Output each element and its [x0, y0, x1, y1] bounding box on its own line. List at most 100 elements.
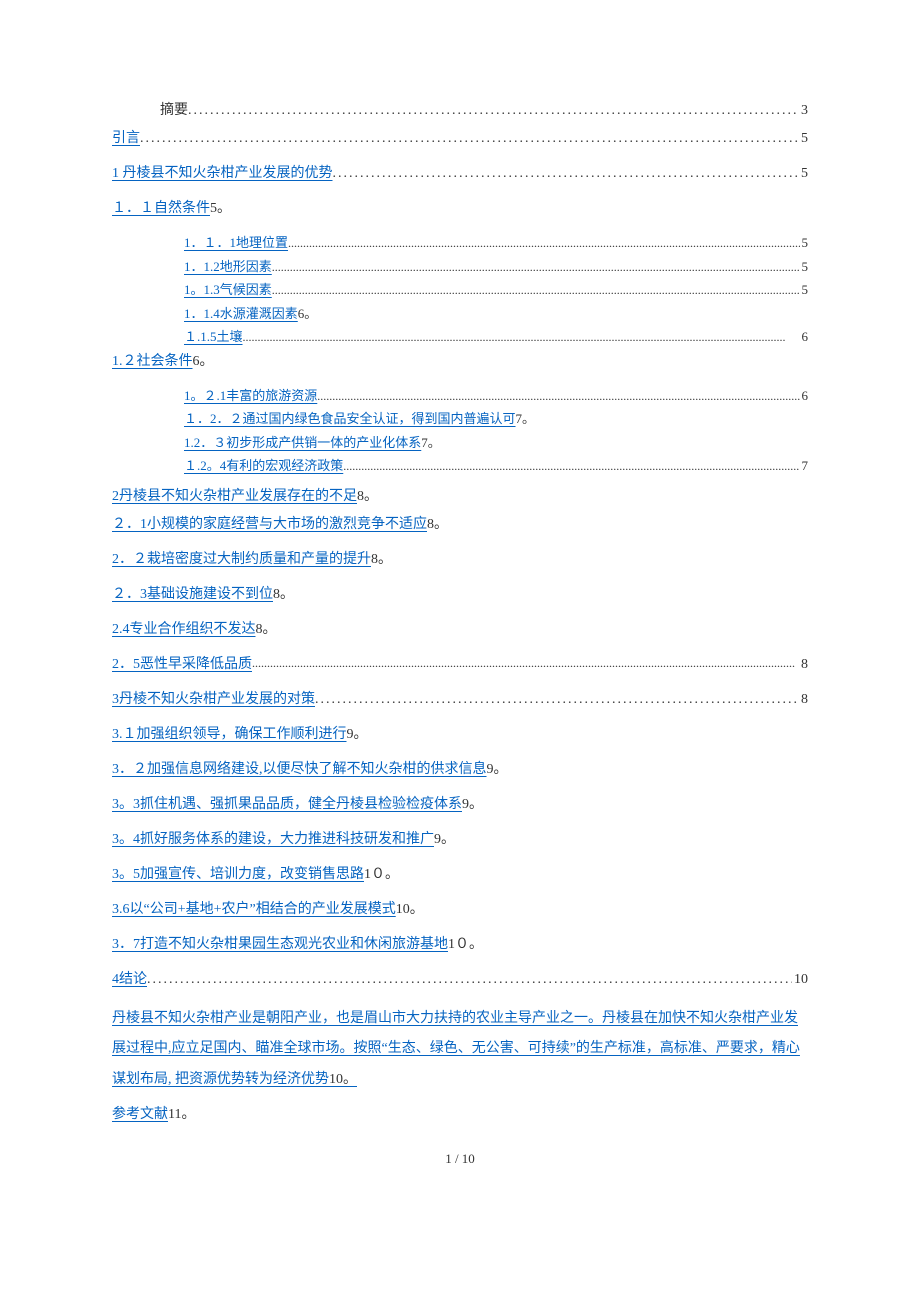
toc-leader [333, 163, 800, 177]
toc-label: ２．1小规模的家庭经营与大市场的激烈竞争不适应 [112, 514, 427, 535]
toc-entry[interactable]: 3.6以“公司+基地+农户”相结合的产业发展模式 10。 [112, 899, 808, 920]
toc-label: 3。3抓住机遇、强抓果品品质，健全丹棱县检验检疫体系 [112, 794, 462, 815]
table-of-contents: 摘要3引言51 丹棱县不知火杂柑产业发展的优势5１．１自然条件 5。1．１．1地… [112, 100, 808, 990]
toc-entry[interactable]: 1。２.1丰富的旅游资源 6 [112, 386, 808, 406]
toc-marker: 。 [354, 724, 368, 745]
toc-marker: 。 [522, 409, 535, 429]
toc-entry[interactable]: 2.4专业合作组织不发达 8。 [112, 619, 808, 640]
toc-leader [188, 100, 799, 114]
toc-marker: 。 [304, 304, 317, 324]
toc-entry[interactable]: ２．3基础设施建设不到位 8。 [112, 584, 808, 605]
toc-marker: 。 [469, 794, 483, 815]
toc-marker: 。 [410, 899, 424, 920]
toc-page: 5 [800, 257, 809, 277]
toc-marker: 。 [469, 934, 483, 955]
toc-label: 2.4专业合作组织不发达 [112, 619, 256, 640]
toc-page: 10 [396, 899, 410, 920]
toc-label: 4结论 [112, 969, 147, 990]
toc-entry[interactable]: １.1.5土壤6 [112, 327, 808, 347]
toc-entry[interactable]: 4结论 10 [112, 969, 808, 990]
toc-page: 5 [799, 163, 808, 184]
toc-page: 9 [487, 759, 494, 780]
toc-entry[interactable]: １．１自然条件 5。 [112, 198, 808, 219]
toc-label: 2．5恶性早采降低品质 [112, 654, 252, 675]
toc-entry[interactable]: 3．２加强信息网络建设,以便尽快了解不知火杂柑的供求信息 9。 [112, 759, 808, 780]
toc-label: １.1.5土壤 [184, 327, 243, 347]
toc-page: 8 [427, 514, 434, 535]
toc-entry: 摘要 3 [112, 100, 808, 121]
toc-entry[interactable]: １.2。4有利的宏观经济政策 7 [112, 456, 808, 476]
toc-entry[interactable]: 3。3抓住机遇、强抓果品品质，健全丹棱县检验检疫体系 9。 [112, 794, 808, 815]
toc-entry[interactable]: 1．1.2地形因素 5 [112, 257, 808, 277]
toc-label: 1.２社会条件 [112, 351, 193, 372]
toc-label: 1．１．1地理位置 [184, 233, 288, 253]
toc-entry[interactable]: 1 丹棱县不知火杂柑产业发展的优势 5 [112, 163, 808, 184]
toc-page: 9 [462, 794, 469, 815]
toc-page: 5 [800, 233, 809, 253]
toc-leader [243, 328, 800, 341]
toc-leader [315, 689, 799, 703]
toc-label: 1 丹棱县不知火杂柑产业发展的优势 [112, 163, 333, 184]
toc-marker: 。 [263, 619, 277, 640]
toc-entry[interactable]: 3丹棱不知火杂柑产业发展的对策8 [112, 689, 808, 710]
toc-entry[interactable]: 3.１加强组织领导，确保工作顺利进行 9。 [112, 724, 808, 745]
toc-leader [317, 387, 799, 400]
toc-page: 1０ [364, 864, 385, 885]
toc-entry[interactable]: 2．２栽培密度过大制约质量和产量的提升 8。 [112, 549, 808, 570]
toc-marker: 。 [385, 864, 399, 885]
toc-entry[interactable]: １．2．２通过国内绿色食品安全认证，得到国内普遍认可 7。 [112, 409, 808, 429]
toc-leader [252, 654, 799, 668]
toc-label: 3.１加强组织领导，确保工作顺利进行 [112, 724, 347, 745]
summary-paragraph[interactable]: 丹棱县不知火杂柑产业是朝阳产业，也是眉山市大力扶持的农业主导产业之一。丹棱县在加… [112, 1004, 808, 1096]
toc-label: 摘要 [160, 100, 188, 121]
toc-marker: 。 [441, 829, 455, 850]
toc-label: ２．3基础设施建设不到位 [112, 584, 273, 605]
references-label: 参考文献 [112, 1104, 168, 1125]
toc-label: 2．２栽培密度过大制约质量和产量的提升 [112, 549, 371, 570]
toc-label: 3．7打造不知火杂柑果园生态观光农业和休闲旅游基地 [112, 934, 448, 955]
toc-page: 3 [799, 100, 808, 121]
toc-entry[interactable]: 3．7打造不知火杂柑果园生态观光农业和休闲旅游基地 1０。 [112, 934, 808, 955]
toc-label: 1.2．３初步形成产供销一体的产业化体系 [184, 433, 421, 453]
toc-label: 2丹棱县不知火杂柑产业发展存在的不足 [112, 486, 357, 507]
toc-label: １．2．２通过国内绿色食品安全认证，得到国内普遍认可 [184, 409, 516, 429]
toc-page: 5 [799, 128, 808, 149]
toc-entry[interactable]: 引言5 [112, 128, 808, 149]
toc-entry[interactable]: 3。4抓好服务体系的建设，大力推进科技研发和推广 9。 [112, 829, 808, 850]
toc-page: 1０ [448, 934, 469, 955]
toc-page: 5 [800, 280, 809, 300]
toc-page: 6 [800, 386, 809, 406]
toc-label: 3．２加强信息网络建设,以便尽快了解不知火杂柑的供求信息 [112, 759, 487, 780]
toc-page: 9 [434, 829, 441, 850]
toc-page: 10 [792, 969, 808, 990]
toc-marker: 。 [217, 198, 231, 219]
toc-entry[interactable]: 2．5恶性早采降低品质 8 [112, 654, 808, 675]
toc-marker: 。 [494, 759, 508, 780]
toc-entry[interactable]: 1。1.3气候因素 5 [112, 280, 808, 300]
toc-label: 3.6以“公司+基地+农户”相结合的产业发展模式 [112, 899, 396, 920]
toc-leader [272, 281, 800, 294]
toc-label: 1．1.4水源灌溉因素 [184, 304, 298, 324]
toc-leader [288, 234, 799, 247]
toc-page: 8 [273, 584, 280, 605]
toc-marker: 。 [428, 433, 441, 453]
toc-label: 3丹棱不知火杂柑产业发展的对策 [112, 689, 315, 710]
toc-page: 8 [799, 654, 808, 675]
toc-entry[interactable]: 3。5加强宣传、培训力度，改变销售思路 1０。 [112, 864, 808, 885]
toc-leader [272, 258, 800, 271]
toc-entry[interactable]: 1．1.4水源灌溉因素 6。 [112, 304, 808, 324]
toc-entry[interactable]: 2丹棱县不知火杂柑产业发展存在的不足 8。 [112, 486, 808, 507]
toc-entry[interactable]: 1.２社会条件 6。 [112, 351, 808, 372]
toc-entry-references[interactable]: 参考文献11。 [112, 1104, 808, 1125]
toc-page: 8 [371, 549, 378, 570]
toc-marker: 。 [280, 584, 294, 605]
toc-entry[interactable]: 1.2．３初步形成产供销一体的产业化体系 7。 [112, 433, 808, 453]
toc-entry[interactable]: ２．1小规模的家庭经营与大市场的激烈竞争不适应 8。 [112, 514, 808, 535]
toc-page: 8 [357, 486, 364, 507]
toc-entry[interactable]: 1．１．1地理位置 5 [112, 233, 808, 253]
toc-leader [140, 128, 799, 142]
toc-leader [147, 969, 792, 983]
toc-label: １．１自然条件 [112, 198, 210, 219]
toc-leader [343, 457, 799, 470]
toc-page: 8 [256, 619, 263, 640]
